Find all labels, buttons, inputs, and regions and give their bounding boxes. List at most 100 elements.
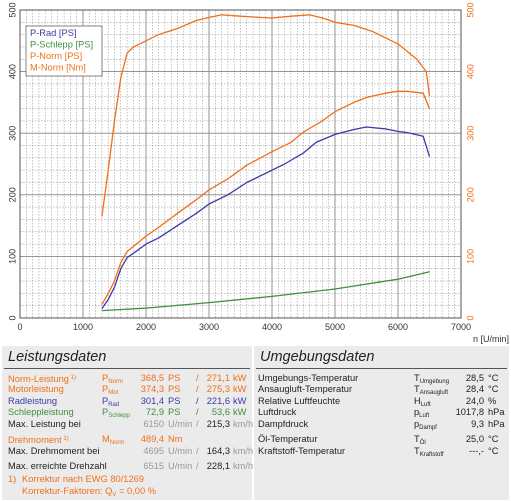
ambient-data-title: Umgebungsdaten bbox=[260, 349, 375, 365]
performance-row-value: 368,5 bbox=[140, 373, 164, 383]
performance-row-label: Norm-Leistung 1) bbox=[8, 374, 76, 384]
performance-title-rule bbox=[4, 368, 250, 369]
chart-series bbox=[101, 14, 431, 312]
series-line-p-schlepp bbox=[101, 271, 430, 312]
performance-row-separator: / bbox=[196, 419, 199, 429]
legend-box bbox=[25, 25, 103, 77]
performance-row-unit: U/min bbox=[168, 419, 193, 429]
correction-factors: Korrektur-Faktoren: QV = 0,00 % bbox=[2, 485, 252, 498]
performance-row-symbol-sub: Norm bbox=[108, 379, 123, 385]
performance-row-symbol: PRad bbox=[102, 396, 120, 408]
ambient-row-value: ---,- bbox=[469, 446, 484, 456]
ambient-row-label: Umgebungs-Temperatur bbox=[258, 373, 359, 383]
performance-row: Radleistung PRad 301,4 PS / 221,6 kW bbox=[2, 395, 252, 408]
performance-row-unit-2: kW bbox=[233, 396, 247, 406]
performance-data-title: Leistungsdaten bbox=[8, 349, 107, 365]
performance-row-value-2: 215,3 bbox=[206, 419, 230, 429]
performance-row-value-2: 164,3 bbox=[206, 446, 230, 456]
y-right-tick-label: 500 bbox=[465, 2, 475, 17]
x-tick-label: 0 bbox=[17, 322, 22, 332]
ambient-row-label: Relative Luftfeuchte bbox=[258, 396, 341, 406]
performance-row-label: Schleppleistung bbox=[8, 407, 74, 417]
ambient-row-symbol: TKraftstoff bbox=[414, 446, 444, 458]
performance-row-symbol: PMot bbox=[102, 384, 119, 396]
ambient-row-value: 1017,8 bbox=[455, 407, 484, 417]
performance-row-symbol-sub: Norm bbox=[109, 440, 125, 446]
correction-factors-suffix: = 0,00 % bbox=[119, 486, 156, 496]
ambient-row-label: Ansaugluft-Temperatur bbox=[258, 384, 353, 394]
performance-row-unit-2: km/h bbox=[233, 446, 254, 456]
performance-row-unit-2: km/h bbox=[233, 461, 254, 471]
correction-note-text: Korrektur nach EWG 80/1269 bbox=[22, 474, 144, 484]
performance-row-symbol: PNorm bbox=[102, 373, 123, 385]
ambient-row: Kraftstoff-Temperatur TKraftstoff ---,- °C bbox=[254, 445, 509, 458]
ambient-row-unit: °C bbox=[488, 373, 499, 383]
performance-row-label: Max. Leistung bei bbox=[8, 419, 81, 429]
performance-row: Motorleistung PMot 374,3 PS / 275,3 kW bbox=[2, 383, 252, 396]
performance-row: Max. Leistung bei 6150 U/min/ 215,3 km/h bbox=[2, 418, 254, 430]
legend-entry-m-norm: M-Norm [Nm] bbox=[30, 63, 86, 73]
ambient-row-value: 9,3 bbox=[471, 419, 484, 429]
ambient-row-symbol-sub: Kraftstoff bbox=[419, 452, 444, 458]
performance-row-unit: U/min bbox=[168, 461, 193, 471]
plot-frame bbox=[19, 9, 462, 319]
ambient-row-symbol: HLuft bbox=[414, 396, 431, 408]
y-right-tick-label: 200 bbox=[465, 187, 475, 202]
performance-row: Schleppleistung PSchlepp 72,9 PS / 53,6 kW bbox=[2, 406, 252, 419]
performance-row: Drehmoment 1) MNorm 489,4 Nm bbox=[2, 433, 252, 446]
performance-row-symbol-sub: Rad bbox=[108, 402, 120, 408]
footnote-mark: 1) bbox=[68, 375, 76, 381]
performance-row: Max. Drehmoment bei 4695 U/min/ 164,3 km/h bbox=[2, 445, 254, 457]
performance-row-value-2: 53,6 bbox=[211, 407, 230, 417]
performance-row-value: 301,4 bbox=[140, 396, 164, 406]
correction-note: 1) Korrektur nach EWG 80/1269 bbox=[2, 473, 252, 485]
y-left-tick-label: 500 bbox=[7, 2, 17, 17]
performance-row-unit: PS bbox=[168, 396, 181, 406]
performance-row-unit: PS bbox=[168, 407, 181, 417]
performance-row-value-2: 221,6 bbox=[206, 396, 230, 406]
performance-row-value: 6515 bbox=[143, 461, 164, 471]
performance-row-separator: / bbox=[196, 396, 199, 406]
ambient-row-label: Dampfdruck bbox=[258, 419, 309, 429]
y-right-tick-label: 300 bbox=[465, 126, 475, 141]
ambient-title-rule bbox=[256, 368, 507, 369]
performance-row-symbol: PSchlepp bbox=[102, 407, 130, 419]
performance-row-unit: PS bbox=[168, 373, 181, 383]
ambient-row-unit: °C bbox=[488, 434, 499, 444]
performance-row-separator: / bbox=[196, 446, 199, 456]
y-right-tick-label: 0 bbox=[465, 315, 475, 320]
ambient-row-label: Kraftstoff-Temperatur bbox=[258, 446, 346, 456]
performance-row-separator: / bbox=[196, 384, 199, 394]
performance-row-label: Drehmoment 1) bbox=[8, 435, 69, 445]
ambient-row-symbol-sub: Dampf bbox=[419, 425, 437, 431]
ambient-row-symbol: TÖl bbox=[414, 434, 426, 446]
legend-entry-p-norm: P-Norm [PS] bbox=[30, 51, 82, 61]
ambient-row: Öl-Temperatur TÖl 25,0 °C bbox=[254, 433, 509, 446]
performance-data-panel: Leistungsdaten Norm-Leistung 1) PNorm 368,… bbox=[2, 346, 254, 500]
ambient-row-unit: hPa bbox=[488, 419, 505, 429]
performance-row-symbol: MNorm bbox=[102, 434, 125, 446]
series-line-p-norm bbox=[101, 90, 431, 305]
y-left-tick-label: 300 bbox=[7, 126, 17, 141]
x-tick-label: 5000 bbox=[325, 322, 345, 332]
series-line-m-norm bbox=[101, 14, 431, 217]
y-left-tick-label: 400 bbox=[7, 64, 17, 79]
performance-row-unit-2: km/h bbox=[233, 419, 254, 429]
performance-row-value: 4695 bbox=[143, 446, 164, 456]
ambient-row-unit: hPa bbox=[488, 407, 505, 417]
x-tick-label: 6000 bbox=[388, 322, 408, 332]
ambient-row-symbol: TUmgebung bbox=[414, 373, 450, 385]
ambient-row-symbol-sub: Luft bbox=[419, 413, 430, 419]
chart-legend: P-Rad [PS] P-Schlepp [PS]P-Norm [PS] M-Nor… bbox=[25, 25, 103, 77]
performance-row: Max. erreichte Drehzahl 6515 U/min/ 228,1 km… bbox=[2, 460, 254, 472]
y-right-tick-label: 400 bbox=[465, 64, 475, 79]
performance-row-symbol-sub: Mot bbox=[108, 390, 119, 396]
ambient-row-symbol-sub: Luft bbox=[420, 402, 431, 408]
ambient-row: Dampfdruck pDampf 9,3 hPa bbox=[254, 418, 509, 431]
performance-row-unit-2: kW bbox=[233, 373, 247, 383]
x-tick-label: 2000 bbox=[136, 322, 156, 332]
performance-row-value-2: 271,1 bbox=[206, 373, 230, 383]
performance-row-unit: Nm bbox=[168, 434, 183, 444]
ambient-row-unit: °C bbox=[488, 446, 499, 456]
